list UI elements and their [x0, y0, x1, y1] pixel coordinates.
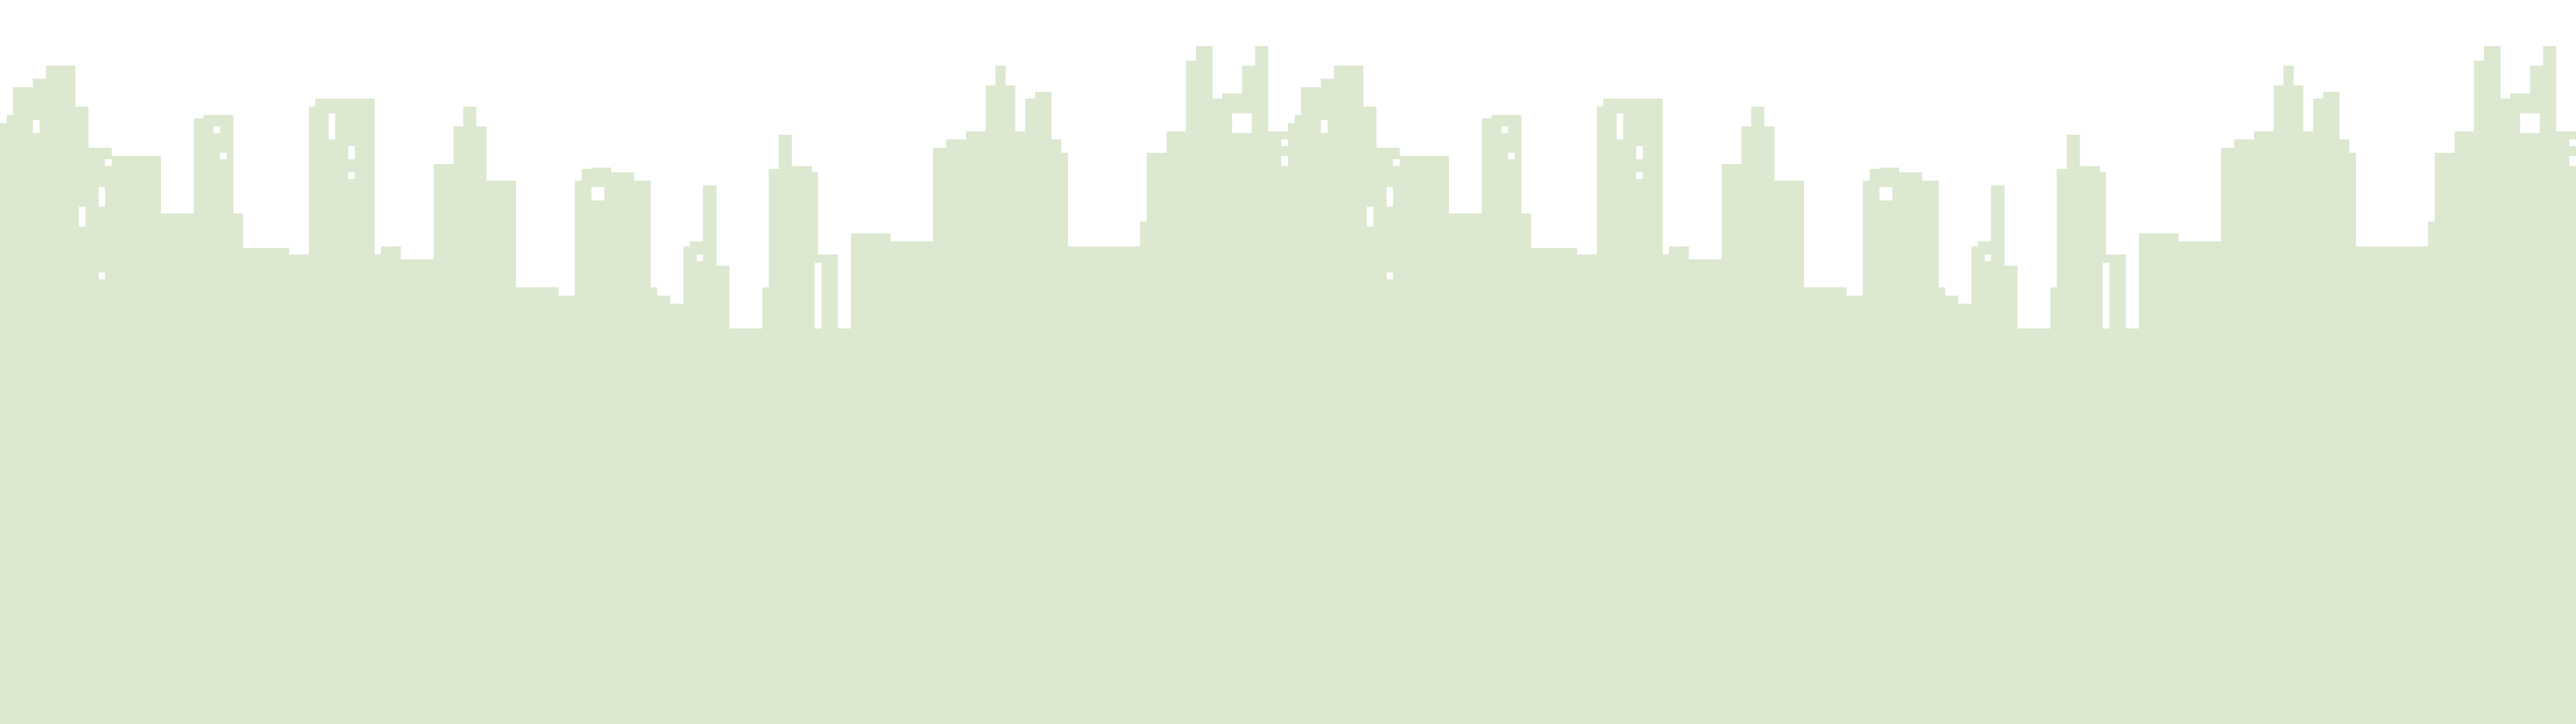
city-skyline-layer	[0, 46, 2576, 724]
building-window	[2569, 139, 2576, 146]
building-window	[328, 113, 335, 140]
skyline-segment-1	[0, 46, 1288, 724]
building-window	[696, 254, 704, 261]
building-window	[591, 187, 605, 200]
building-window	[1393, 159, 1400, 166]
building-window	[2569, 156, 2576, 166]
building-window	[105, 159, 112, 166]
building-window	[78, 206, 86, 227]
building-window	[2102, 262, 2110, 328]
building-window	[1508, 152, 1515, 160]
building-window	[1281, 139, 1288, 146]
building-window	[1501, 126, 1509, 133]
building-window	[1386, 187, 1393, 207]
building-window	[98, 187, 105, 207]
building-window	[1636, 145, 1643, 160]
building-window	[1320, 119, 1328, 133]
building-window	[814, 262, 822, 328]
building-window	[2520, 113, 2540, 133]
skyline-segment-2	[1288, 46, 2576, 724]
building-window	[1616, 113, 1623, 140]
building-window	[1281, 156, 1288, 166]
building-window	[1232, 113, 1252, 133]
building-window	[1879, 187, 1893, 200]
building-window	[98, 272, 105, 280]
building-window	[1366, 206, 1374, 227]
building-window	[213, 126, 221, 133]
building-window	[1386, 272, 1393, 280]
building-window	[1984, 254, 1992, 261]
building-window	[348, 172, 355, 179]
building-window	[1636, 172, 1643, 179]
building-window	[348, 145, 355, 160]
building-window	[220, 152, 227, 160]
building-window	[32, 119, 40, 133]
